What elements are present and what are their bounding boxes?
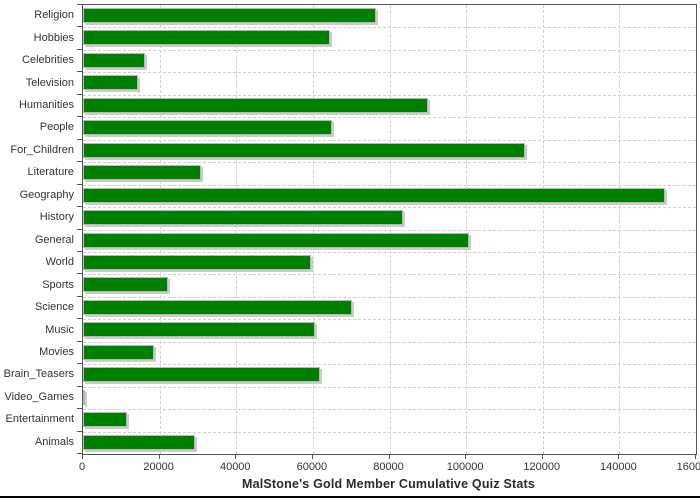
y-axis-tick	[77, 318, 82, 320]
vertical-gridline	[619, 5, 621, 454]
bar-music	[83, 322, 315, 338]
bottom-border	[0, 496, 700, 498]
category-label-geography: Geography	[19, 188, 74, 201]
bar-sports	[83, 277, 168, 293]
bar-animals	[83, 434, 195, 450]
bar-religion	[83, 8, 376, 23]
y-axis-tick	[77, 228, 82, 230]
y-axis-tick	[77, 93, 82, 95]
bar-literature	[83, 165, 201, 181]
y-axis-tick	[77, 408, 82, 410]
x-axis-tick	[82, 455, 83, 459]
y-axis-tick	[77, 71, 82, 73]
category-label-history: History	[39, 211, 74, 224]
category-label-sports: Sports	[42, 278, 74, 291]
x-tick-label: 120000	[523, 461, 561, 473]
x-axis-tick	[695, 455, 696, 459]
x-axis-tick	[618, 455, 620, 459]
y-axis-tick	[77, 206, 82, 208]
bar-entertainment	[83, 412, 128, 428]
bar-brain_teasers	[83, 367, 320, 383]
bar-people	[83, 120, 332, 136]
y-axis-tick	[77, 295, 82, 297]
bar-hobbies	[83, 30, 331, 46]
vertical-gridline	[542, 5, 544, 454]
category-label-television: Television	[25, 76, 74, 89]
bar-for_children	[83, 142, 525, 158]
x-tick-label: 100000	[446, 461, 484, 473]
category-label-literature: Literature	[27, 166, 74, 179]
y-axis-tick	[77, 26, 82, 28]
y-axis-tick	[77, 363, 82, 365]
x-tick-label: 140000	[600, 461, 637, 473]
category-label-music: Music	[45, 323, 74, 336]
bar-geography	[83, 187, 666, 203]
bar-television	[83, 75, 139, 91]
chart-title: MalStone's Gold Member Cumulative Quiz S…	[241, 477, 536, 491]
x-axis-tick	[388, 455, 390, 459]
category-label-world: World	[45, 256, 74, 269]
category-label-video_games: Video_Games	[4, 390, 74, 403]
category-label-humanities: Humanities	[18, 99, 74, 112]
category-label-general: General	[34, 233, 74, 246]
category-label-brain_teasers: Brain_Teasers	[3, 368, 74, 381]
bar-history	[83, 210, 404, 226]
category-label-entertainment: Entertainment	[5, 413, 74, 426]
bar-movies	[83, 344, 154, 360]
y-axis-tick	[77, 250, 82, 252]
category-label-for_children: For_Children	[10, 143, 74, 156]
category-label-religion: Religion	[34, 9, 74, 22]
category-label-hobbies: Hobbies	[33, 31, 74, 44]
y-axis-tick	[77, 273, 82, 275]
category-label-science: Science	[34, 301, 74, 314]
y-axis-tick	[77, 161, 82, 163]
x-axis-tick	[465, 455, 467, 459]
x-tick-label: 20000	[143, 461, 174, 473]
bar-celebrities	[83, 52, 145, 68]
y-axis-tick	[77, 453, 82, 454]
category-label-animals: Animals	[34, 435, 74, 448]
bar-humanities	[83, 97, 428, 113]
x-tick-label: 60000	[296, 461, 328, 473]
vertical-gridline	[389, 5, 391, 454]
bar-video_games	[83, 389, 85, 405]
y-axis-tick	[77, 116, 82, 118]
x-axis-tick	[311, 455, 313, 459]
y-axis-tick	[77, 340, 82, 342]
y-axis-tick	[77, 430, 82, 432]
vertical-gridline	[466, 5, 468, 454]
bar-general	[83, 232, 470, 248]
x-tick-label: 160000	[676, 461, 700, 473]
x-axis-tick	[235, 455, 237, 459]
x-axis-tick	[541, 455, 543, 459]
x-tick-label: 0	[78, 461, 86, 473]
x-tick-label: 80000	[373, 461, 404, 473]
y-axis-tick	[77, 48, 82, 50]
x-tick-label: 40000	[219, 461, 251, 473]
category-label-movies: Movies	[39, 345, 74, 358]
bar-world	[83, 254, 311, 270]
vertical-gridline	[236, 5, 238, 454]
y-axis-tick	[77, 4, 82, 5]
category-label-people: People	[39, 121, 74, 134]
vertical-gridline	[159, 5, 161, 454]
category-label-celebrities: Celebrities	[22, 54, 74, 67]
y-axis-tick	[77, 385, 82, 387]
plot-area	[82, 4, 697, 455]
y-axis-tick	[77, 183, 82, 185]
bar-science	[83, 299, 353, 315]
x-axis-tick	[158, 455, 160, 459]
vertical-gridline	[312, 5, 314, 454]
y-axis-tick	[77, 138, 82, 140]
